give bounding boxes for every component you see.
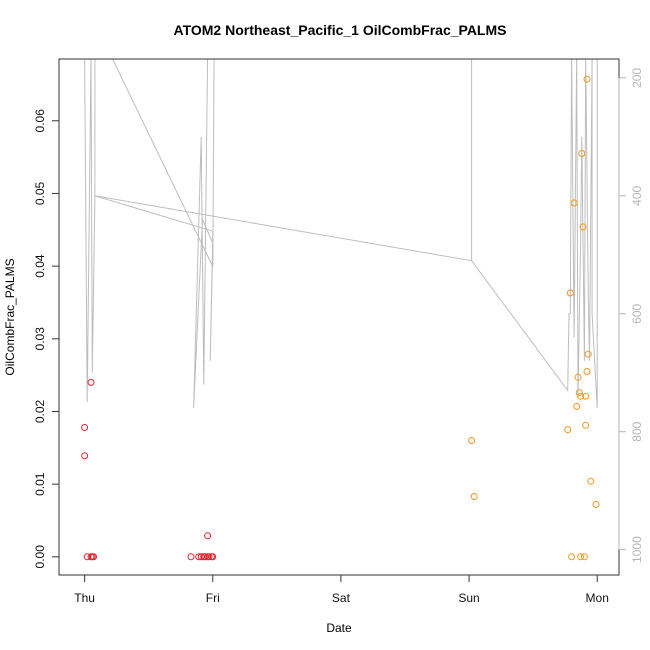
x-tick-label: Sun — [458, 591, 479, 605]
x-axis: Thu Fri Sat Sun Mon — [74, 574, 609, 605]
data-point — [583, 75, 591, 83]
data-point — [578, 150, 586, 157]
data-point — [205, 553, 213, 561]
y-tick-label: 0.00 — [33, 545, 47, 569]
y-tick-label: 0.05 — [33, 181, 47, 205]
data-point — [587, 477, 595, 485]
y-tick-label: 0.01 — [33, 472, 47, 496]
y2-tick-label: 600 — [630, 303, 644, 323]
data-point — [90, 553, 98, 561]
altitude-trace-group — [84, 59, 598, 409]
data-point — [582, 421, 590, 429]
x-tick-label: Fri — [206, 591, 220, 605]
y-tick-label: 0.06 — [33, 109, 47, 133]
y-tick-label: 0.04 — [33, 254, 47, 278]
data-point — [564, 426, 572, 434]
data-point — [566, 289, 574, 297]
data-point — [580, 553, 588, 561]
y2-tick-label: 400 — [630, 185, 644, 205]
data-point — [87, 378, 95, 386]
data-point — [81, 424, 89, 431]
data-point — [577, 553, 585, 561]
y2-tick-label: 1000 — [630, 536, 644, 563]
y-axis: 0.00 0.01 0.02 0.03 0.04 0.05 0.06 — [33, 109, 60, 569]
data-point — [468, 437, 476, 444]
data-point — [582, 392, 590, 400]
data-point — [575, 389, 583, 397]
data-point — [568, 553, 576, 561]
x-tick-label: Thu — [74, 591, 95, 605]
data-points-group — [81, 75, 600, 561]
data-point — [584, 350, 592, 358]
y2-tick-label: 800 — [630, 421, 644, 441]
y-tick-label: 0.02 — [33, 399, 47, 423]
x-axis-label: Date — [326, 621, 352, 635]
data-point — [187, 553, 195, 561]
data-point — [577, 392, 585, 400]
data-point — [579, 223, 587, 231]
x-tick-label: Sat — [332, 591, 351, 605]
y2-tick-label: 200 — [630, 68, 644, 88]
data-point — [574, 373, 582, 381]
data-point — [470, 493, 478, 500]
x-tick-label: Mon — [586, 591, 609, 605]
data-point — [209, 553, 217, 561]
data-point — [81, 452, 89, 460]
data-point — [204, 532, 212, 540]
data-point — [570, 199, 578, 207]
secondary-y-axis: 200 400 600 800 1000 — [618, 68, 644, 563]
y-tick-label: 0.03 — [33, 327, 47, 351]
data-point — [573, 402, 581, 410]
data-point — [583, 368, 591, 375]
chart-title: ATOM2 Northeast_Pacific_1 OilCombFrac_PA… — [174, 22, 507, 38]
altitude-trace-line — [84, 59, 598, 409]
data-point — [592, 501, 600, 508]
y-axis-label: OilCombFrac_PALMS — [3, 258, 17, 375]
